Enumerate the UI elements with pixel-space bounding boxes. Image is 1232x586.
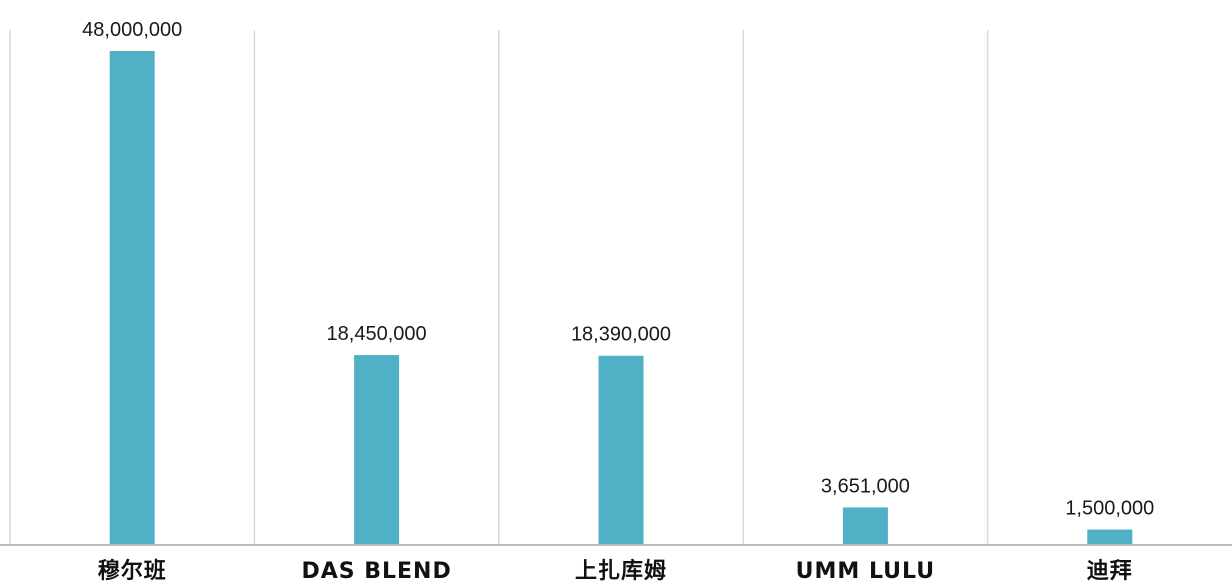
category-labels: 穆尔班 DAS BLEND 上扎库姆 UMM LULU 迪拜 bbox=[98, 558, 1133, 584]
bars bbox=[109, 51, 1133, 545]
bar bbox=[842, 507, 888, 545]
data-label: 3,651,000 bbox=[821, 475, 910, 497]
category-label: UMM LULU bbox=[796, 559, 936, 584]
data-label: 18,450,000 bbox=[327, 323, 427, 345]
bar bbox=[354, 355, 400, 545]
data-label: 1,500,000 bbox=[1065, 498, 1154, 520]
data-label: 18,390,000 bbox=[571, 324, 671, 346]
category-label: 上扎库姆 bbox=[575, 558, 667, 584]
value-labels: 48,000,000 18,450,000 18,390,000 3,651,000 1… bbox=[82, 19, 1154, 520]
bar bbox=[1087, 529, 1133, 545]
data-label: 48,000,000 bbox=[82, 19, 182, 41]
bar bbox=[598, 355, 644, 545]
grid-lines bbox=[9, 30, 989, 545]
category-label: 穆尔班 bbox=[98, 558, 167, 584]
category-label: 迪拜 bbox=[1087, 559, 1133, 584]
bar bbox=[109, 51, 155, 545]
category-label: DAS BLEND bbox=[301, 559, 451, 584]
